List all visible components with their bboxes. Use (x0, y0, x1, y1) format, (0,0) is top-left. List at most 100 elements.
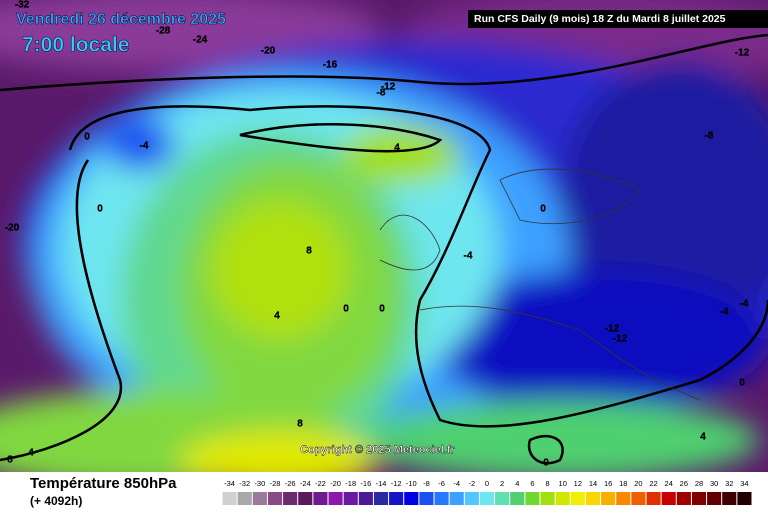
run-banner (468, 10, 768, 28)
scale-label: -16 (360, 479, 371, 488)
scale-label: 24 (665, 479, 673, 488)
scale-label: 30 (710, 479, 718, 488)
run-info: Run CFS Daily (9 mois) 18 Z du Mardi 8 j… (474, 13, 726, 25)
scale-label: -32 (239, 479, 250, 488)
scale-label: -26 (285, 479, 296, 488)
scale-swatch (252, 492, 267, 505)
contour-label: -4 (140, 141, 149, 152)
contour-label: -20 (261, 46, 276, 57)
contour-label: -12 (605, 324, 620, 335)
contour-label: 8 (297, 419, 303, 430)
scale-label: 32 (725, 479, 733, 488)
scale-swatch (737, 492, 752, 505)
contour-label: 0 (543, 458, 549, 469)
scale-label: 2 (500, 479, 504, 488)
scale-label: -14 (376, 479, 387, 488)
scale-label: -30 (254, 479, 265, 488)
scale-label: 20 (634, 479, 642, 488)
contour-label: -28 (156, 26, 171, 37)
contour-label: -32 (15, 0, 30, 11)
scale-swatch (691, 492, 707, 505)
scale-swatch (389, 492, 404, 505)
contour-label: 8 (7, 455, 13, 466)
scale-label: 34 (740, 479, 748, 488)
contour-label: 4 (28, 448, 34, 459)
contour-label: 4 (700, 432, 706, 443)
contour-label: -12 (735, 48, 750, 59)
contour-label: -24 (193, 35, 208, 46)
scale-label: 6 (530, 479, 534, 488)
scale-swatch (283, 492, 298, 505)
contour-label: -20 (5, 223, 20, 234)
scale-swatch (707, 492, 722, 505)
contour-label: 0 (84, 132, 90, 143)
lead-time: (+ 4092h) (30, 494, 82, 508)
scale-label: 4 (515, 479, 519, 488)
scale-swatch (601, 492, 616, 505)
scale-swatch (298, 492, 313, 505)
scale-label: 18 (619, 479, 627, 488)
scale-swatch (404, 492, 419, 505)
scale-label: -20 (330, 479, 341, 488)
scale-label: -10 (406, 479, 417, 488)
forecast-date: Vendredi 26 décembre 2025 (16, 11, 226, 28)
scale-swatch (343, 492, 358, 505)
scale-swatch (722, 492, 737, 505)
contour-label: 0 (739, 378, 745, 389)
scale-label: 10 (559, 479, 567, 488)
forecast-time: 7:00 locale (22, 34, 129, 57)
scale-label: 28 (695, 479, 703, 488)
scale-swatch (237, 492, 252, 505)
contour-label: -16 (323, 60, 338, 71)
scale-swatch (358, 492, 373, 505)
scale-swatch (222, 492, 237, 505)
scale-swatch (464, 492, 479, 505)
scale-label: -12 (391, 479, 402, 488)
contour-label: -8 (377, 88, 386, 99)
contour-label: -4 (740, 299, 749, 310)
scale-swatch (676, 492, 691, 505)
scale-label: 12 (574, 479, 582, 488)
scale-label: -6 (438, 479, 445, 488)
contour-lines (0, 33, 768, 465)
contour-label: -12 (381, 82, 396, 93)
contour-label: -4 (720, 307, 729, 318)
scale-label: 14 (589, 479, 597, 488)
scale-swatch (585, 492, 601, 505)
scale-label: 26 (680, 479, 688, 488)
scale-swatch (479, 492, 495, 505)
scale-label: -18 (345, 479, 356, 488)
scale-label: -4 (453, 479, 460, 488)
scale-swatch (419, 492, 434, 505)
scale-swatch (616, 492, 631, 505)
scale-label: 22 (649, 479, 657, 488)
scale-label: 8 (545, 479, 549, 488)
scale-label: -28 (270, 479, 281, 488)
scale-label: 16 (604, 479, 612, 488)
scale-swatch (328, 492, 343, 505)
scale-label: -2 (469, 479, 476, 488)
scale-swatch (313, 492, 328, 505)
scale-label: -8 (423, 479, 430, 488)
scale-swatch (540, 492, 555, 505)
scale-label: -24 (300, 479, 311, 488)
scale-swatch (646, 492, 661, 505)
contour-label: 4 (274, 311, 280, 322)
scale-swatch (434, 492, 449, 505)
contour-label: 8 (306, 246, 312, 257)
scale-swatch (495, 492, 510, 505)
scale-swatch (631, 492, 646, 505)
scale-swatch (449, 492, 464, 505)
contour-label: 4 (394, 143, 400, 154)
scale-swatch (555, 492, 570, 505)
scale-swatch (661, 492, 676, 505)
scale-swatch (510, 492, 525, 505)
contour-label: -12 (613, 334, 628, 345)
field-title: Température 850hPa (30, 475, 177, 492)
contour-label: 0 (97, 204, 103, 215)
scale-swatch (373, 492, 389, 505)
scale-label: -22 (315, 479, 326, 488)
contour-label: 0 (540, 204, 546, 215)
contour-label: 0 (343, 304, 349, 315)
scale-label: -34 (224, 479, 235, 488)
